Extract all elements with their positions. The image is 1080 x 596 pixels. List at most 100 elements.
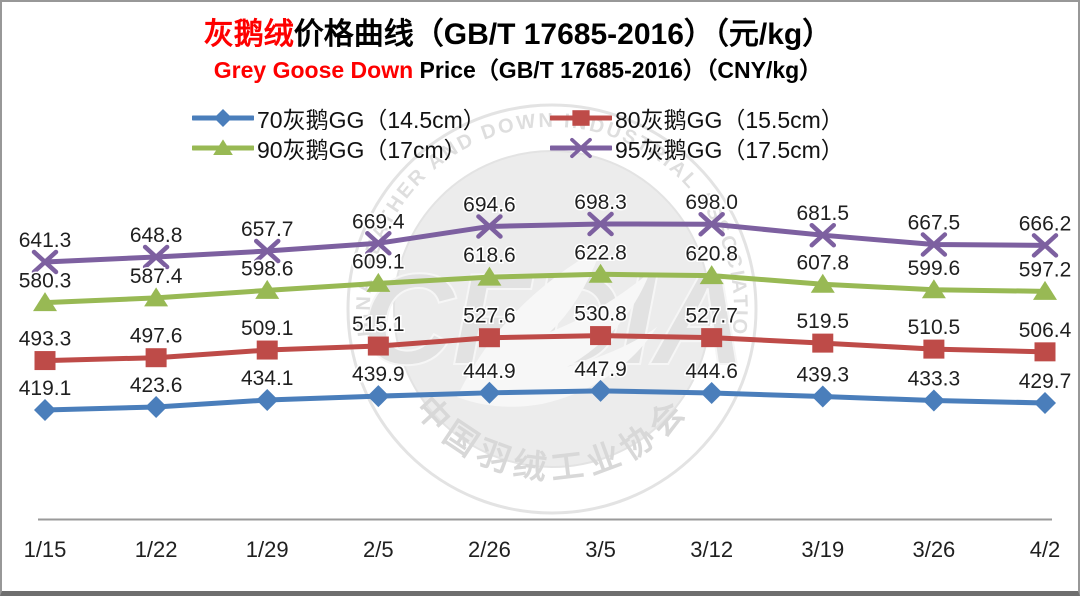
- chart-subtitle: Grey Goose Down Price（GB/T 17685-2016）（C…: [2, 56, 1034, 85]
- series-marker-triangle: [366, 272, 391, 292]
- series-marker-x: [253, 238, 281, 264]
- data-label: 620.8: [685, 243, 738, 266]
- data-label: 657.7: [241, 218, 294, 241]
- chart-title: 灰鹅绒价格曲线（GB/T 17685-2016）（元/kg）: [2, 16, 1034, 54]
- series-marker-x: [587, 211, 614, 237]
- x-axis-label: 3/26: [912, 537, 955, 562]
- series-marker-square: [701, 328, 723, 348]
- x-axis-label: 1/22: [135, 537, 178, 562]
- series-marker-diamond: [213, 108, 233, 128]
- series-line: [42, 333, 1048, 364]
- series-marker-x: [476, 214, 503, 239]
- series-marker-square: [590, 326, 612, 346]
- chart-title-accent: 灰鹅绒: [203, 18, 294, 51]
- series-marker-triangle: [144, 287, 169, 307]
- data-label: 423.6: [130, 374, 183, 397]
- series-marker-x: [570, 137, 592, 159]
- series-marker-square: [145, 348, 167, 368]
- series-marker-triangle: [588, 263, 613, 283]
- data-label: 580.3: [19, 270, 72, 293]
- series-line: [42, 271, 1048, 306]
- series-marker-triangle: [699, 265, 724, 285]
- series-marker-square: [1034, 342, 1056, 362]
- legend-marker-triangle-icon: [192, 139, 254, 155]
- legend-item-70gg: 70灰鹅GG（14.5cm）: [192, 103, 486, 133]
- series-marker-square: [923, 339, 945, 359]
- series-95gg175cm: [31, 211, 1059, 275]
- data-label: 667.5: [908, 212, 961, 235]
- chart-header: 灰鹅绒价格曲线（GB/T 17685-2016）（元/kg） Grey Goos…: [2, 16, 1034, 84]
- series-line: [42, 221, 1048, 265]
- data-label: 493.3: [19, 328, 72, 351]
- series-marker-square: [367, 336, 389, 356]
- series-marker-triangle: [921, 279, 946, 299]
- data-label: 433.3: [908, 368, 961, 391]
- data-label: 607.8: [796, 251, 849, 274]
- series-marker-diamond: [478, 381, 501, 404]
- series-marker-square: [572, 110, 590, 126]
- series-marker-triangle: [213, 139, 233, 155]
- data-label: 510.5: [908, 316, 961, 339]
- series-marker-diamond: [256, 389, 279, 412]
- legend-label-80gg: 80灰鹅GG（15.5cm）: [615, 107, 844, 133]
- x-axis-label: 3/19: [801, 537, 844, 562]
- x-axis-label: 1/15: [24, 537, 67, 562]
- chart-subtitle-accent: Grey Goose Down: [213, 56, 414, 83]
- series-marker-diamond: [1034, 391, 1056, 414]
- series-marker-diamond: [811, 385, 834, 408]
- series-70gg145cm: [34, 379, 1056, 421]
- data-label: 509.1: [241, 317, 294, 340]
- x-axis-label: 2/5: [363, 537, 394, 562]
- series-marker-triangle: [1033, 280, 1057, 300]
- series-marker-square: [478, 328, 500, 348]
- x-axis-label: 3/5: [585, 537, 616, 562]
- data-label: 698.3: [574, 191, 627, 214]
- data-label: 497.6: [130, 325, 183, 348]
- data-label: 618.6: [463, 244, 516, 267]
- data-label: 515.1: [352, 313, 405, 336]
- series-marker-square: [256, 340, 278, 360]
- series-marker-x: [365, 231, 392, 256]
- series-marker-diamond: [34, 399, 56, 421]
- watermark-outer-ring: [346, 103, 758, 515]
- data-label: 598.6: [241, 257, 294, 280]
- series-marker-triangle: [255, 279, 280, 299]
- data-label: 666.2: [1019, 212, 1072, 235]
- watermark-eagle-icon: [457, 247, 657, 407]
- data-label: 641.3: [19, 229, 72, 252]
- data-label: 527.7: [685, 305, 738, 328]
- series-marker-triangle: [477, 266, 502, 286]
- legend-marker-diamond-icon: [192, 108, 254, 128]
- series-80gg155cm: [34, 326, 1056, 371]
- series-marker-triangle: [810, 273, 835, 293]
- x-axis-label: 4/2: [1030, 537, 1061, 562]
- legend-item-80gg: 80灰鹅GG（15.5cm）: [550, 103, 844, 133]
- data-label: 429.7: [1019, 370, 1072, 393]
- data-label: 444.6: [685, 360, 738, 383]
- legend-item-95gg: 95灰鹅GG（17.5cm）: [550, 133, 844, 163]
- series-marker-square: [34, 351, 56, 371]
- x-axis-label: 1/29: [246, 537, 289, 562]
- series-line: [42, 388, 1048, 413]
- data-label: 519.5: [796, 310, 849, 333]
- x-axis-label: 3/12: [690, 537, 733, 562]
- series-marker-diamond: [589, 379, 612, 402]
- legend-label-90gg: 90灰鹅GG（17cm）: [257, 137, 467, 163]
- data-label: 530.8: [574, 303, 627, 326]
- legend-marker-square-icon: [550, 110, 612, 126]
- x-axis-label: 2/26: [468, 537, 511, 562]
- data-label: 694.6: [463, 193, 516, 216]
- series-marker-x: [920, 232, 948, 257]
- data-label: 506.4: [1019, 319, 1072, 342]
- data-label: 648.8: [130, 224, 183, 247]
- data-label: 669.4: [352, 210, 405, 233]
- series-marker-x: [809, 222, 837, 248]
- data-label: 597.2: [1019, 258, 1072, 281]
- data-label: 439.9: [352, 363, 405, 386]
- legend-label-70gg: 70灰鹅GG（14.5cm）: [257, 107, 486, 133]
- legend-item-90gg: 90灰鹅GG（17cm）: [192, 133, 467, 163]
- series-90gg17cm: [33, 263, 1057, 312]
- series-marker-x: [31, 249, 59, 275]
- data-label: 444.9: [463, 360, 516, 383]
